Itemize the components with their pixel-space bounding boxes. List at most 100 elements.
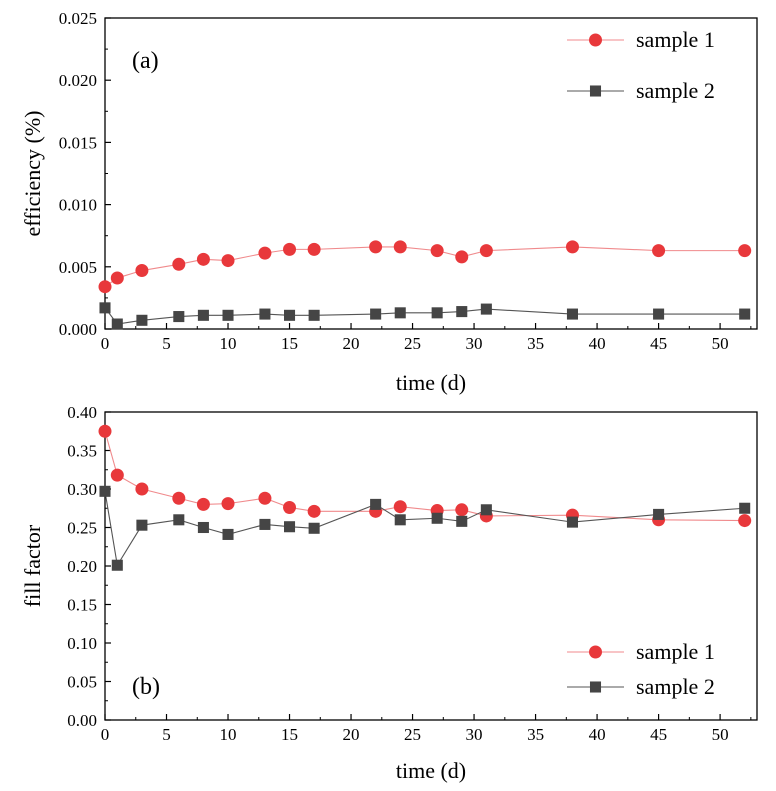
panel-b-x-tick-label: 25 bbox=[404, 725, 421, 744]
panel-b-y-tick-label: 0.25 bbox=[67, 519, 97, 538]
panel-b-sample-1-point bbox=[135, 482, 149, 496]
panel-b-y-tick-label: 0.30 bbox=[67, 480, 97, 499]
panel-a-sample-2-point bbox=[480, 303, 492, 315]
panel-a-plot-frame bbox=[104, 17, 758, 330]
panel-a-sample-2-point bbox=[99, 302, 111, 314]
panel-a-legend-label-sample-1: sample 1 bbox=[636, 27, 715, 52]
panel-a-legend-marker-sample-2 bbox=[589, 85, 602, 97]
panel-a-sample-2-point bbox=[431, 307, 443, 319]
panel-a-sample-2-point bbox=[284, 309, 296, 321]
panel-b-sample-2-point bbox=[173, 514, 185, 526]
panel-a-series-sample-1 bbox=[98, 240, 752, 294]
panel-a-sample-1-point bbox=[738, 244, 752, 258]
panel-b-sample-2-point bbox=[653, 508, 665, 520]
panel-a-sample-2-point bbox=[259, 308, 271, 320]
panel-a-sample-1-point bbox=[430, 244, 444, 258]
panel-b-y-axis-title: fill factor bbox=[20, 524, 45, 607]
panel-a-sample-2-point bbox=[136, 314, 148, 326]
panel-a-sample-2-point bbox=[566, 308, 578, 320]
panel-b-x-tick-label: 20 bbox=[343, 725, 360, 744]
panel-b-x-tick-label: 45 bbox=[650, 725, 667, 744]
panel-b-sample-2-point bbox=[456, 515, 468, 527]
panel-b-sample-2-point bbox=[431, 512, 443, 524]
panel-a-sample-1-point bbox=[565, 240, 579, 254]
panel-a-sample-1-point bbox=[98, 280, 112, 294]
panel-b-legend: sample 1 sample 2 bbox=[567, 639, 715, 699]
panel-a-x-tick-label: 45 bbox=[650, 334, 667, 353]
panel-b-y-tick-label: 0.05 bbox=[67, 673, 97, 692]
panel-a-y-tick-label: 0.005 bbox=[59, 258, 97, 277]
panel-a-x-tick-label: 35 bbox=[527, 334, 544, 353]
panel-b-series-sample-2 bbox=[99, 485, 751, 571]
panel-a-sample-2-point bbox=[739, 308, 751, 320]
panel-a-panel-label: (a) bbox=[132, 48, 159, 74]
panel-a-sample-1-point bbox=[307, 242, 321, 256]
panel-b-fill-factor-chart: 0 5 10 15 20 25 30 35 40 45 50 0.00 0.05 0.10 0.15 0.20… bbox=[20, 403, 758, 783]
panel-a-x-tick-label: 15 bbox=[281, 334, 298, 353]
panel-a-x-tick-label: 30 bbox=[466, 334, 483, 353]
panel-b-x-tick-label: 50 bbox=[712, 725, 729, 744]
panel-b-sample-1-point bbox=[738, 514, 752, 528]
panel-b-legend-marker-sample-1 bbox=[589, 645, 602, 659]
panel-a-y-tick-label: 0.020 bbox=[59, 71, 97, 90]
panel-a-x-tick-label: 40 bbox=[589, 334, 606, 353]
panel-b-legend-label-sample-1: sample 1 bbox=[636, 639, 715, 664]
panel-a-sample-1-point bbox=[455, 250, 469, 264]
panel-a-sample-1-point bbox=[479, 244, 493, 258]
panel-a-sample-2-point bbox=[111, 318, 123, 330]
panel-a-sample-1-point bbox=[258, 246, 272, 260]
panel-a-y-tick-label: 0.015 bbox=[59, 133, 97, 152]
panel-a-legend: sample 1 sample 2 bbox=[567, 27, 715, 103]
panel-a-sample-2-point bbox=[222, 309, 234, 321]
panel-b-y-tick-label: 0.35 bbox=[67, 442, 97, 461]
panel-b-sample-2-point bbox=[566, 516, 578, 528]
panel-b-y-tick-label: 0.20 bbox=[67, 557, 97, 576]
panel-b-sample-1-point bbox=[283, 500, 297, 514]
panel-a-sample-2-point bbox=[197, 309, 209, 321]
panel-b-sample-2-point bbox=[99, 485, 111, 497]
panel-b-y-tick-label: 0.40 bbox=[67, 403, 97, 422]
panel-a-sample-2-point bbox=[653, 308, 665, 320]
panel-b-sample-2-point bbox=[111, 559, 123, 571]
panel-b-y-tick-label: 0.00 bbox=[67, 711, 97, 730]
panel-a-x-tick-label: 20 bbox=[343, 334, 360, 353]
panel-b-legend-label-sample-2: sample 2 bbox=[636, 674, 715, 699]
panel-b-sample-2-point bbox=[222, 528, 234, 540]
panel-b-sample-1-point bbox=[196, 497, 210, 511]
panel-a-x-tick-label: 5 bbox=[162, 334, 171, 353]
panel-a-x-tick-label: 50 bbox=[712, 334, 729, 353]
panel-a-sample-1-point bbox=[652, 244, 666, 258]
panel-a-y-tick-label: 0.010 bbox=[59, 196, 97, 215]
panel-a-sample-1-point bbox=[221, 254, 235, 268]
panel-a-y-tick-label: 0.025 bbox=[59, 9, 97, 28]
panel-b-sample-1-point bbox=[307, 504, 321, 518]
panel-b-x-tick-label: 0 bbox=[101, 725, 110, 744]
panel-b-legend-marker-sample-2 bbox=[589, 681, 602, 693]
panel-b-x-tick-label: 15 bbox=[281, 725, 298, 744]
panel-b-sample-2-point bbox=[136, 519, 148, 531]
panel-a-y-axis-title: efficiency (%) bbox=[20, 110, 45, 236]
panel-b-x-tick-label: 30 bbox=[466, 725, 483, 744]
panel-b-x-tick-label: 5 bbox=[162, 725, 171, 744]
panel-a-sample-1-point bbox=[135, 264, 149, 278]
panel-a-sample-2-point bbox=[173, 311, 185, 323]
panel-b-sample-1-point bbox=[172, 491, 186, 505]
panel-b-sample-2-point bbox=[259, 518, 271, 530]
panel-a-y-tick-label: 0.000 bbox=[59, 320, 97, 339]
panel-b-x-tick-label: 10 bbox=[220, 725, 237, 744]
panel-a-x-axis-title: time (d) bbox=[396, 370, 466, 395]
panel-a-sample-1-point bbox=[283, 242, 297, 256]
panel-a-efficiency-chart: 0 5 10 15 20 25 30 35 40 45 50 0.000 0.005 0.010 0.015… bbox=[20, 9, 758, 395]
panel-b-sample-2-point bbox=[308, 522, 320, 534]
panel-b-sample-2-point bbox=[197, 521, 209, 534]
panel-a-x-tick-label: 25 bbox=[404, 334, 421, 353]
panel-b-x-tick-label: 35 bbox=[527, 725, 544, 744]
panel-a-sample-1-point bbox=[196, 252, 210, 266]
panel-b-y-tick-label: 0.10 bbox=[67, 634, 97, 653]
panel-b-sample-2-point bbox=[370, 498, 382, 510]
panel-a-sample-2-point bbox=[394, 307, 406, 319]
panel-b-sample-1-point bbox=[110, 468, 124, 482]
panel-a-legend-marker-sample-1 bbox=[589, 33, 602, 47]
panel-a-legend-label-sample-2: sample 2 bbox=[636, 78, 715, 103]
